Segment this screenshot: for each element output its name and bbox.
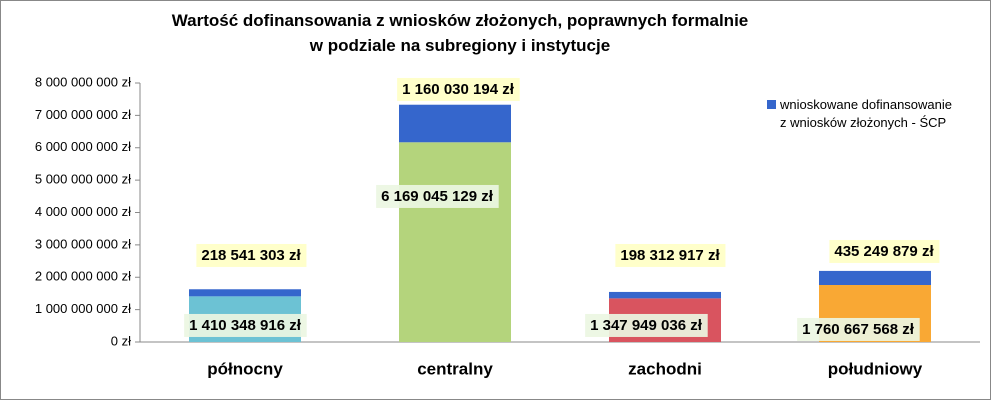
y-tick-label: 3 000 000 000 zł xyxy=(35,236,131,251)
data-label: 1 760 667 568 zł xyxy=(802,321,915,338)
data-label-box xyxy=(615,243,726,267)
data-label-box xyxy=(184,313,307,337)
data-label: 435 249 879 zł xyxy=(834,243,934,260)
data-label: 218 541 303 zł xyxy=(201,247,301,264)
data-label-box xyxy=(797,317,920,341)
data-label-box xyxy=(376,184,499,208)
data-label-box xyxy=(196,243,307,267)
y-tick-label: 1 000 000 000 zł xyxy=(35,301,131,316)
x-tick-label: zachodni xyxy=(628,359,702,378)
legend-label: wnioskowane dofinansowanie z wniosków zł… xyxy=(780,97,953,130)
y-tick-label: 0 zł xyxy=(111,333,131,348)
bar-segment xyxy=(819,270,931,285)
bar-segment xyxy=(399,104,511,143)
data-label-box xyxy=(829,239,940,263)
legend-key xyxy=(767,100,776,109)
x-tick-label: południowy xyxy=(828,359,923,378)
y-tick-label: 8 000 000 000 zł xyxy=(35,74,131,89)
y-tick-label: 5 000 000 000 zł xyxy=(35,172,131,187)
data-label: 1 410 348 916 zł xyxy=(189,317,302,334)
data-label: 198 312 917 zł xyxy=(620,247,720,264)
bar-segment xyxy=(609,291,721,299)
data-label: 1 160 030 194 zł xyxy=(402,81,515,98)
y-tick-label: 6 000 000 000 zł xyxy=(35,139,131,154)
data-label: 6 169 045 129 zł xyxy=(381,188,494,205)
x-tick-label: północny xyxy=(207,359,283,378)
data-label-box xyxy=(397,77,520,101)
bar-segment xyxy=(189,289,301,297)
y-tick-label: 2 000 000 000 zł xyxy=(35,269,131,284)
y-tick-label: 7 000 000 000 zł xyxy=(35,107,131,122)
data-label: 1 347 949 036 zł xyxy=(590,317,703,334)
y-tick-label: 4 000 000 000 zł xyxy=(35,204,131,219)
bar-segment xyxy=(399,142,511,342)
data-label-box xyxy=(585,313,708,337)
chart-title: Wartość dofinansowania z wniosków złożon… xyxy=(171,11,749,55)
x-tick-label: centralny xyxy=(417,359,493,378)
